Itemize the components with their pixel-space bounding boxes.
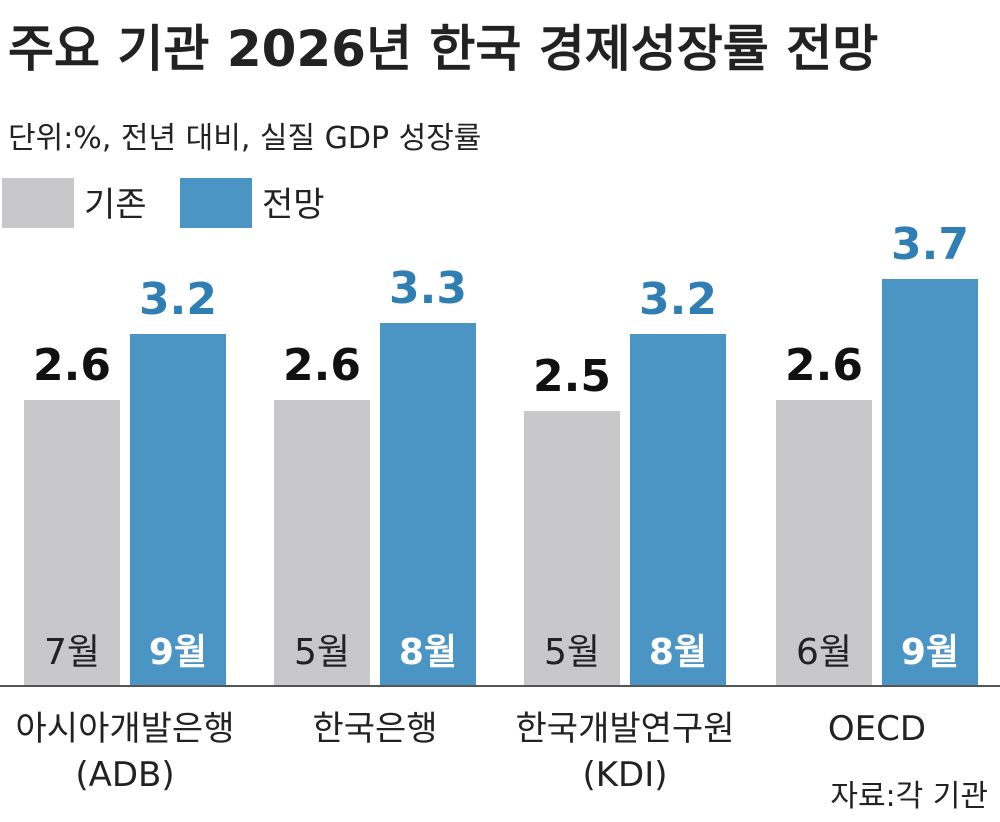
bar-forecast-1 bbox=[380, 323, 476, 686]
value-label-previous-1: 2.6 bbox=[283, 340, 361, 391]
legend-swatch-forecast bbox=[180, 178, 252, 228]
bar-forecast-2 bbox=[630, 334, 726, 686]
month-label-previous-3: 6월 bbox=[796, 632, 852, 673]
month-label-forecast-1: 8월 bbox=[399, 632, 457, 673]
chart-title: 주요 기관 2026년 한국 경제성장률 전망 bbox=[8, 20, 878, 78]
category-label-2-line-0: 한국개발연구원 bbox=[516, 709, 735, 749]
legend-label-forecast: 전망 bbox=[262, 185, 325, 225]
month-label-previous-0: 7월 bbox=[44, 632, 100, 673]
month-label-forecast-0: 9월 bbox=[149, 632, 207, 673]
month-label-forecast-3: 9월 bbox=[901, 632, 959, 673]
legend-swatch-previous bbox=[2, 178, 74, 228]
value-label-forecast-3: 3.7 bbox=[891, 219, 969, 270]
category-label-2-line-1: (KDI) bbox=[582, 755, 667, 795]
value-label-previous-3: 2.6 bbox=[785, 340, 863, 391]
legend-label-previous: 기존 bbox=[84, 185, 147, 225]
bar-previous-3 bbox=[776, 400, 872, 686]
bar-forecast-0 bbox=[130, 334, 226, 686]
category-labels: 아시아개발은행 (ADB) 한국은행 한국개발연구원 (KDI) OECD bbox=[16, 709, 927, 795]
category-label-3-line-0: OECD bbox=[828, 709, 926, 749]
category-label-0-line-0: 아시아개발은행 bbox=[16, 709, 235, 749]
bar-group: 2.6 7월 3.2 9월 2.6 5월 3.3 8월 2.5 5월 3.2 8월 2.6 6월 3.7 9월 bbox=[24, 219, 978, 686]
month-label-forecast-2: 8월 bbox=[649, 632, 707, 673]
chart-subtitle: 단위:%, 전년 대비, 실질 GDP 성장률 bbox=[8, 121, 481, 156]
value-label-previous-0: 2.6 bbox=[33, 340, 111, 391]
month-label-previous-1: 5월 bbox=[294, 632, 350, 673]
category-label-0-line-1: (ADB) bbox=[75, 755, 174, 795]
value-label-forecast-1: 3.3 bbox=[389, 263, 467, 314]
bar-previous-1 bbox=[274, 400, 370, 686]
legend: 기존 전망 bbox=[2, 178, 325, 228]
bar-forecast-3 bbox=[882, 279, 978, 686]
bar-previous-0 bbox=[24, 400, 120, 686]
value-label-previous-2: 2.5 bbox=[533, 351, 611, 402]
value-label-forecast-0: 3.2 bbox=[139, 274, 217, 325]
value-label-forecast-2: 3.2 bbox=[639, 274, 717, 325]
bar-previous-2 bbox=[524, 411, 620, 686]
month-label-previous-2: 5월 bbox=[544, 632, 600, 673]
category-label-1-line-0: 한국은행 bbox=[312, 709, 437, 749]
source-note: 자료:각 기관 bbox=[830, 779, 988, 814]
